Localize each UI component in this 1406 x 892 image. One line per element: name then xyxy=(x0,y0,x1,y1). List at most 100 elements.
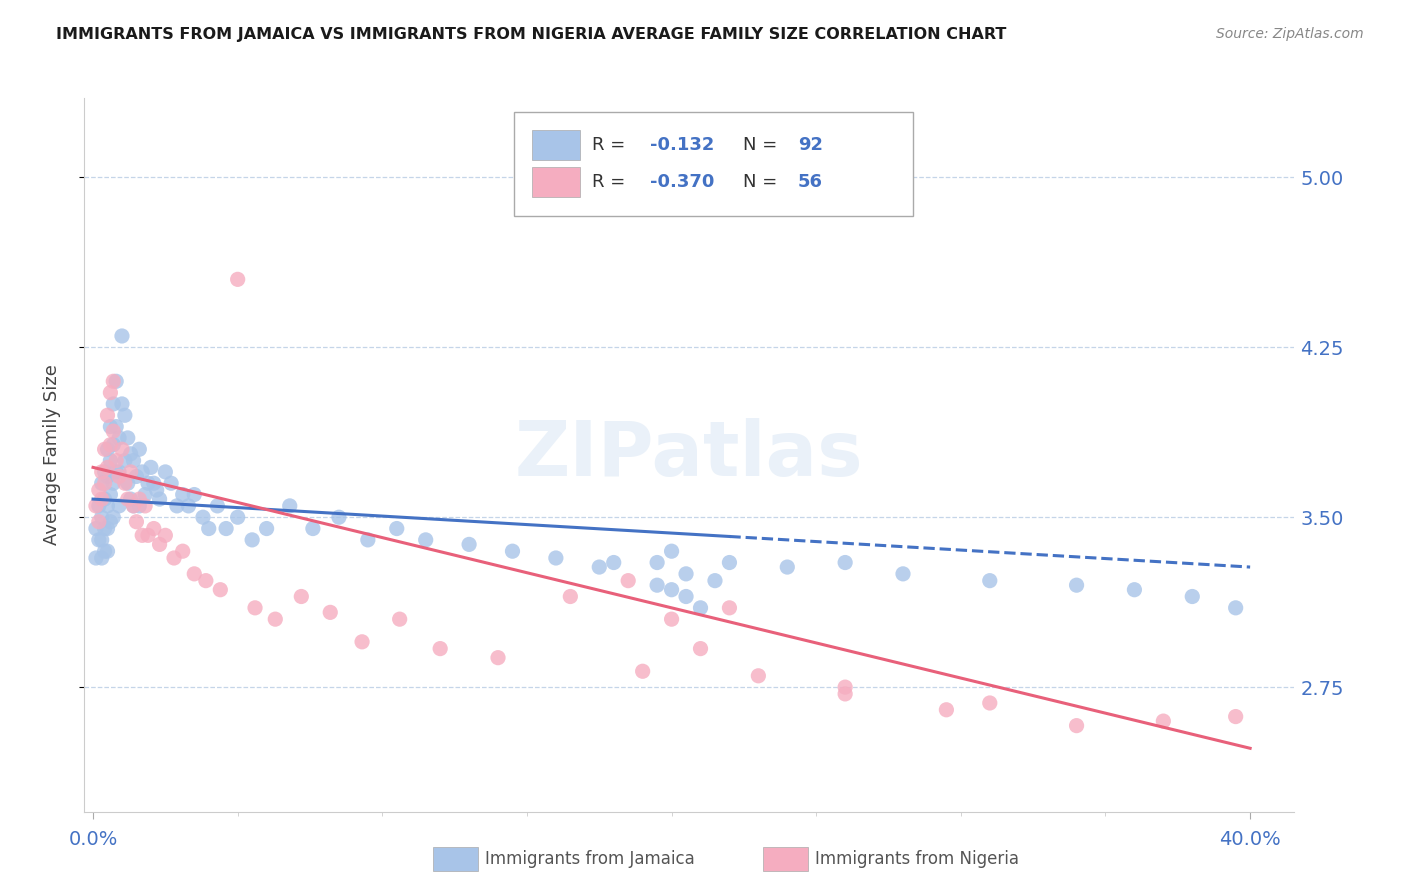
Point xyxy=(103,438,125,452)
Point xyxy=(105,419,128,434)
Point xyxy=(458,537,481,551)
Point xyxy=(136,476,159,491)
Point xyxy=(1066,578,1088,592)
Point xyxy=(96,522,118,536)
Point xyxy=(122,453,145,467)
Point xyxy=(357,533,380,547)
Point xyxy=(103,374,125,388)
Text: R =: R = xyxy=(592,173,631,191)
Point xyxy=(1066,718,1088,732)
Point xyxy=(87,515,110,529)
Point xyxy=(183,566,205,581)
Point xyxy=(96,460,118,475)
Point xyxy=(328,510,350,524)
Point xyxy=(689,641,711,656)
Point xyxy=(120,465,142,479)
Text: ZIPatlas: ZIPatlas xyxy=(515,418,863,491)
Point xyxy=(142,476,165,491)
Point xyxy=(93,465,115,479)
Point xyxy=(148,492,170,507)
Point xyxy=(675,566,697,581)
Point xyxy=(142,522,165,536)
Point xyxy=(125,515,148,529)
Point xyxy=(172,487,194,501)
Point xyxy=(155,465,177,479)
Point xyxy=(1225,600,1247,615)
Point xyxy=(290,590,312,604)
Point xyxy=(111,329,134,343)
Point xyxy=(645,556,668,570)
FancyBboxPatch shape xyxy=(531,130,581,161)
Point xyxy=(120,447,142,461)
Point xyxy=(979,574,1001,588)
Point xyxy=(108,465,131,479)
Point xyxy=(100,487,122,501)
Point xyxy=(93,544,115,558)
Point xyxy=(226,272,249,286)
Point xyxy=(155,528,177,542)
Point xyxy=(136,528,159,542)
Point xyxy=(87,483,110,497)
Point xyxy=(631,665,654,679)
Point xyxy=(148,537,170,551)
Point xyxy=(114,453,136,467)
Point xyxy=(352,635,374,649)
Point xyxy=(84,551,107,566)
Point xyxy=(90,533,112,547)
Point xyxy=(560,590,582,604)
Point xyxy=(160,476,183,491)
Text: -0.370: -0.370 xyxy=(650,173,714,191)
Point xyxy=(166,499,188,513)
Point xyxy=(183,487,205,501)
Point xyxy=(661,612,683,626)
Point xyxy=(114,409,136,423)
Point xyxy=(177,499,200,513)
Point xyxy=(134,487,156,501)
Point xyxy=(117,431,139,445)
Point xyxy=(501,544,523,558)
Text: N =: N = xyxy=(744,136,783,154)
Point xyxy=(209,582,232,597)
Point xyxy=(122,499,145,513)
Point xyxy=(191,510,214,524)
Point xyxy=(718,556,741,570)
Point xyxy=(105,465,128,479)
Point xyxy=(117,492,139,507)
Point xyxy=(93,442,115,457)
Point xyxy=(302,522,325,536)
Point xyxy=(90,476,112,491)
Point xyxy=(834,687,856,701)
Point xyxy=(256,522,278,536)
Point xyxy=(108,499,131,513)
Point xyxy=(675,590,697,604)
Text: R =: R = xyxy=(592,136,631,154)
Point xyxy=(90,465,112,479)
Point xyxy=(100,385,122,400)
FancyBboxPatch shape xyxy=(513,112,912,216)
Point xyxy=(544,551,567,566)
Point xyxy=(103,510,125,524)
Point xyxy=(125,469,148,483)
Point xyxy=(96,499,118,513)
Text: IMMIGRANTS FROM JAMAICA VS IMMIGRANTS FROM NIGERIA AVERAGE FAMILY SIZE CORRELATI: IMMIGRANTS FROM JAMAICA VS IMMIGRANTS FR… xyxy=(56,27,1007,42)
Point xyxy=(103,476,125,491)
Point xyxy=(93,492,115,507)
Point xyxy=(145,483,167,497)
Point xyxy=(100,438,122,452)
Text: Immigrants from Nigeria: Immigrants from Nigeria xyxy=(815,850,1019,868)
Point xyxy=(172,544,194,558)
Point xyxy=(429,641,451,656)
Point xyxy=(139,460,162,475)
Point xyxy=(603,556,626,570)
Point xyxy=(197,522,219,536)
Point xyxy=(111,397,134,411)
Point xyxy=(90,551,112,566)
Point xyxy=(105,374,128,388)
Point xyxy=(114,476,136,491)
Point xyxy=(90,510,112,524)
Point xyxy=(689,600,711,615)
Point xyxy=(93,522,115,536)
Point xyxy=(93,476,115,491)
Text: 92: 92 xyxy=(797,136,823,154)
Point xyxy=(319,606,342,620)
